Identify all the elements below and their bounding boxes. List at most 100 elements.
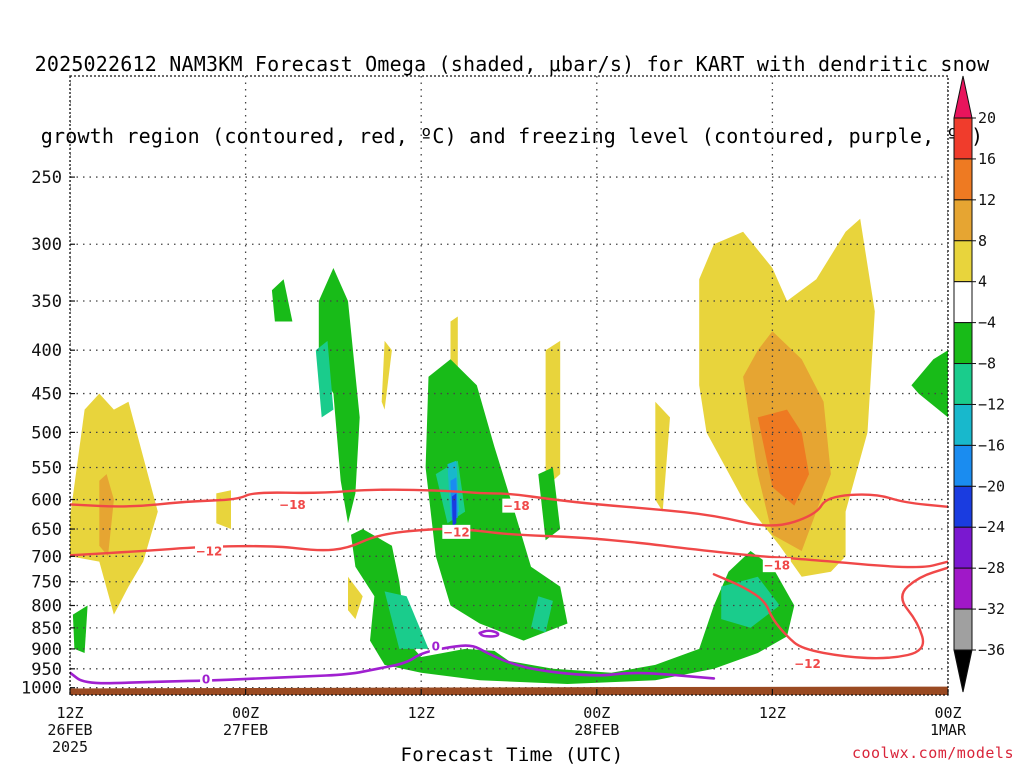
omega-region-4: [757, 409, 809, 506]
omega-region-14: [425, 359, 568, 641]
x-tick-label: 12Z: [408, 704, 435, 722]
contour-label-2: −12: [196, 545, 223, 559]
omega-region-10: [381, 340, 392, 410]
contour-label-1: −18: [503, 499, 530, 513]
chart-title-line-2: growth region (contoured, red, ºC) and f…: [40, 124, 984, 148]
contour-label-5: −12: [794, 657, 821, 671]
contour-label-bg: [793, 656, 822, 671]
colorbar-label: −36: [978, 641, 1005, 659]
y-tick-label: 1000: [21, 679, 62, 699]
colorbar-segment: [953, 322, 973, 365]
colorbar-label: −8: [978, 355, 996, 373]
colorbar-label: 16: [978, 150, 996, 168]
contour-label-bg: [429, 639, 442, 654]
contour-line-3: [70, 644, 716, 685]
colorbar-segment: [953, 363, 973, 405]
ground-surface: [70, 686, 948, 695]
omega-region-5: [545, 340, 561, 488]
colorbar-bottom-arrow: [953, 649, 973, 693]
y-tick-label: 800: [31, 597, 62, 617]
omega-region-9: [450, 316, 458, 369]
colorbar-label: 12: [978, 191, 996, 209]
colorbar-segment: [953, 567, 973, 610]
colorbar-segment: [953, 117, 973, 160]
contour-line-4: [478, 629, 500, 638]
omega-region-17: [72, 605, 88, 653]
y-tick-label: 600: [31, 491, 62, 511]
y-tick-label: 850: [31, 619, 62, 639]
colorbar-label: −32: [978, 600, 1005, 618]
contour-labels: −18 −18 −12 −12 −18 −12 0 0: [195, 497, 822, 686]
y-tick-label: 300: [31, 235, 62, 255]
x-axis-title: Forecast Time (UTC): [400, 744, 624, 766]
colorbar-label: −12: [978, 395, 1005, 413]
contour-label-bg: [502, 498, 531, 513]
contour-label-bg: [195, 544, 224, 559]
colorbar-segment: [953, 444, 973, 487]
x-tick-label: 00Z: [583, 704, 610, 722]
omega-region-16: [911, 350, 948, 418]
colorbar-label: −4: [978, 314, 996, 332]
colorbar-segment: [953, 526, 973, 569]
colorbar-segment: [953, 403, 973, 446]
omega-region-8: [348, 576, 363, 620]
colorbar-segment: [953, 485, 973, 528]
omega-region-1: [99, 474, 114, 557]
plot-frame: [69, 75, 949, 696]
colorbar-segment: [953, 158, 973, 201]
chart-title-line-1: 2025022612 NAM3KM Forecast Omega (shaded…: [34, 52, 990, 76]
colorbar-segment: [953, 608, 973, 651]
x-tick-label: 00Z: [934, 704, 961, 722]
omega-region-7: [216, 490, 231, 529]
y-tick-label: 250: [31, 168, 62, 188]
colorbar-label: −20: [978, 477, 1005, 495]
x-tick-label: 12Z: [56, 704, 83, 722]
contour-line-0: [70, 488, 948, 527]
chart-title: 2025022612 NAM3KM Forecast Omega (shaded…: [0, 4, 1024, 172]
y-tick-label: 650: [31, 520, 62, 540]
omega-region-0: [70, 393, 158, 615]
contour-label-bg: [200, 671, 213, 686]
y-tick-label: 700: [31, 547, 62, 567]
omega-region-25: [451, 493, 457, 527]
contour-label-4: −18: [763, 559, 790, 573]
colorbar-segment: [953, 199, 973, 242]
y-tick-label: 500: [31, 423, 62, 443]
credit-text: coolwx.com/models: [851, 744, 1014, 762]
y-tick-label: 350: [31, 292, 62, 312]
contour-label-7: 0: [432, 640, 440, 654]
colorbar-label: 8: [978, 232, 987, 250]
colorbar-label: −24: [978, 518, 1005, 536]
omega-region-11: [271, 279, 293, 322]
colorbar-label: 4: [978, 273, 987, 291]
contour-label-6: 0: [202, 672, 210, 686]
omega-region-12: [318, 268, 360, 524]
y-tick-label: 750: [31, 573, 62, 593]
y-tick-label: 400: [31, 341, 62, 361]
contour-label-0: −18: [279, 498, 306, 512]
colorbar-segment: [953, 281, 973, 324]
colorbar-segment: [953, 240, 973, 283]
contour-label-bg: [762, 558, 791, 573]
y-tick-label: 900: [31, 640, 62, 660]
colorbar-label: −28: [978, 559, 1005, 577]
x-tick-label: 26FEB: [47, 721, 92, 739]
omega-region-18: [315, 340, 334, 418]
x-tick-label: 27FEB: [223, 721, 268, 739]
omega-region-21: [531, 596, 553, 633]
y-tick-label: 450: [31, 385, 62, 405]
x-tick-label: 2025: [52, 738, 88, 756]
x-tick-label: 12Z: [759, 704, 786, 722]
x-tick-label: 1MAR: [930, 721, 967, 739]
contour-label-bg: [442, 524, 471, 539]
colorbar: 20 16 12 8 4 −4 −8 −12 −16 −20 −24 −28 −32 −36: [953, 75, 1005, 693]
omega-shading: [70, 218, 948, 684]
colorbar-top-arrow: [953, 75, 973, 119]
x-tick-label: 00Z: [232, 704, 259, 722]
x-tick-label: 28FEB: [574, 721, 619, 739]
y-tick-label: 550: [31, 459, 62, 479]
colorbar-label: 20: [978, 109, 996, 127]
plot-area: −18 −18 −12 −12 −18 −12 0 0: [70, 76, 948, 695]
contour-label-bg: [278, 497, 307, 512]
